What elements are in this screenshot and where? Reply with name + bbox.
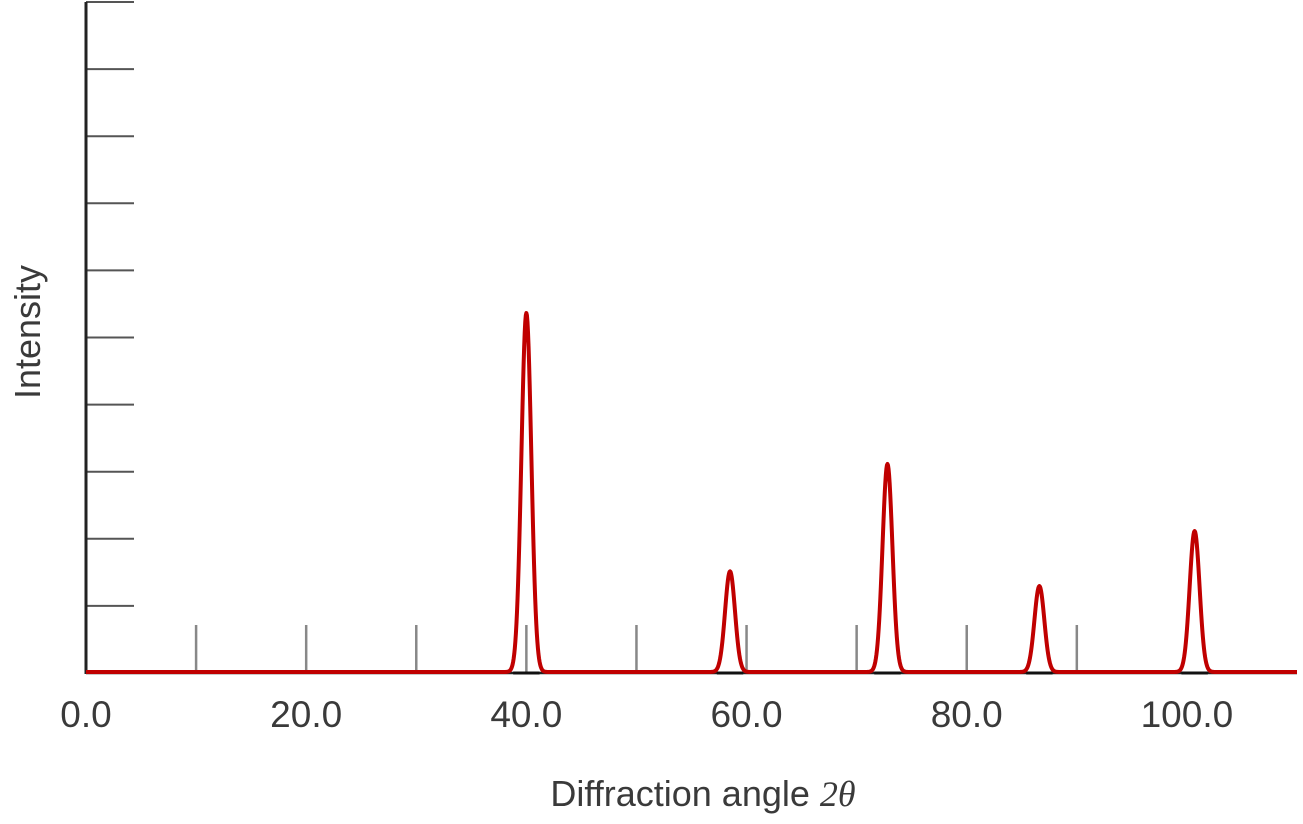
x-axis-title-text: Diffraction angle — [550, 773, 820, 814]
x-axis-title-math: 2θ — [820, 774, 856, 814]
x-tick-label: 60.0 — [711, 694, 783, 735]
x-tick-label: 40.0 — [490, 694, 562, 735]
x-tick-label: 0.0 — [60, 694, 111, 735]
y-axis-ticks — [86, 1, 134, 607]
x-tick-label: 80.0 — [931, 694, 1003, 735]
x-tick-label: 100.0 — [1141, 694, 1234, 735]
x-axis-minor-ticks — [194, 625, 1079, 673]
x-axis-title: Diffraction angle 2θ — [550, 773, 855, 814]
diffraction-pattern-line — [84, 311, 1299, 674]
x-tick-label: 20.0 — [270, 694, 342, 735]
y-axis-title: Intensity — [7, 265, 48, 399]
x-axis-tick-labels: 0.0 20.0 40.0 60.0 80.0 100.0 — [60, 694, 1233, 735]
